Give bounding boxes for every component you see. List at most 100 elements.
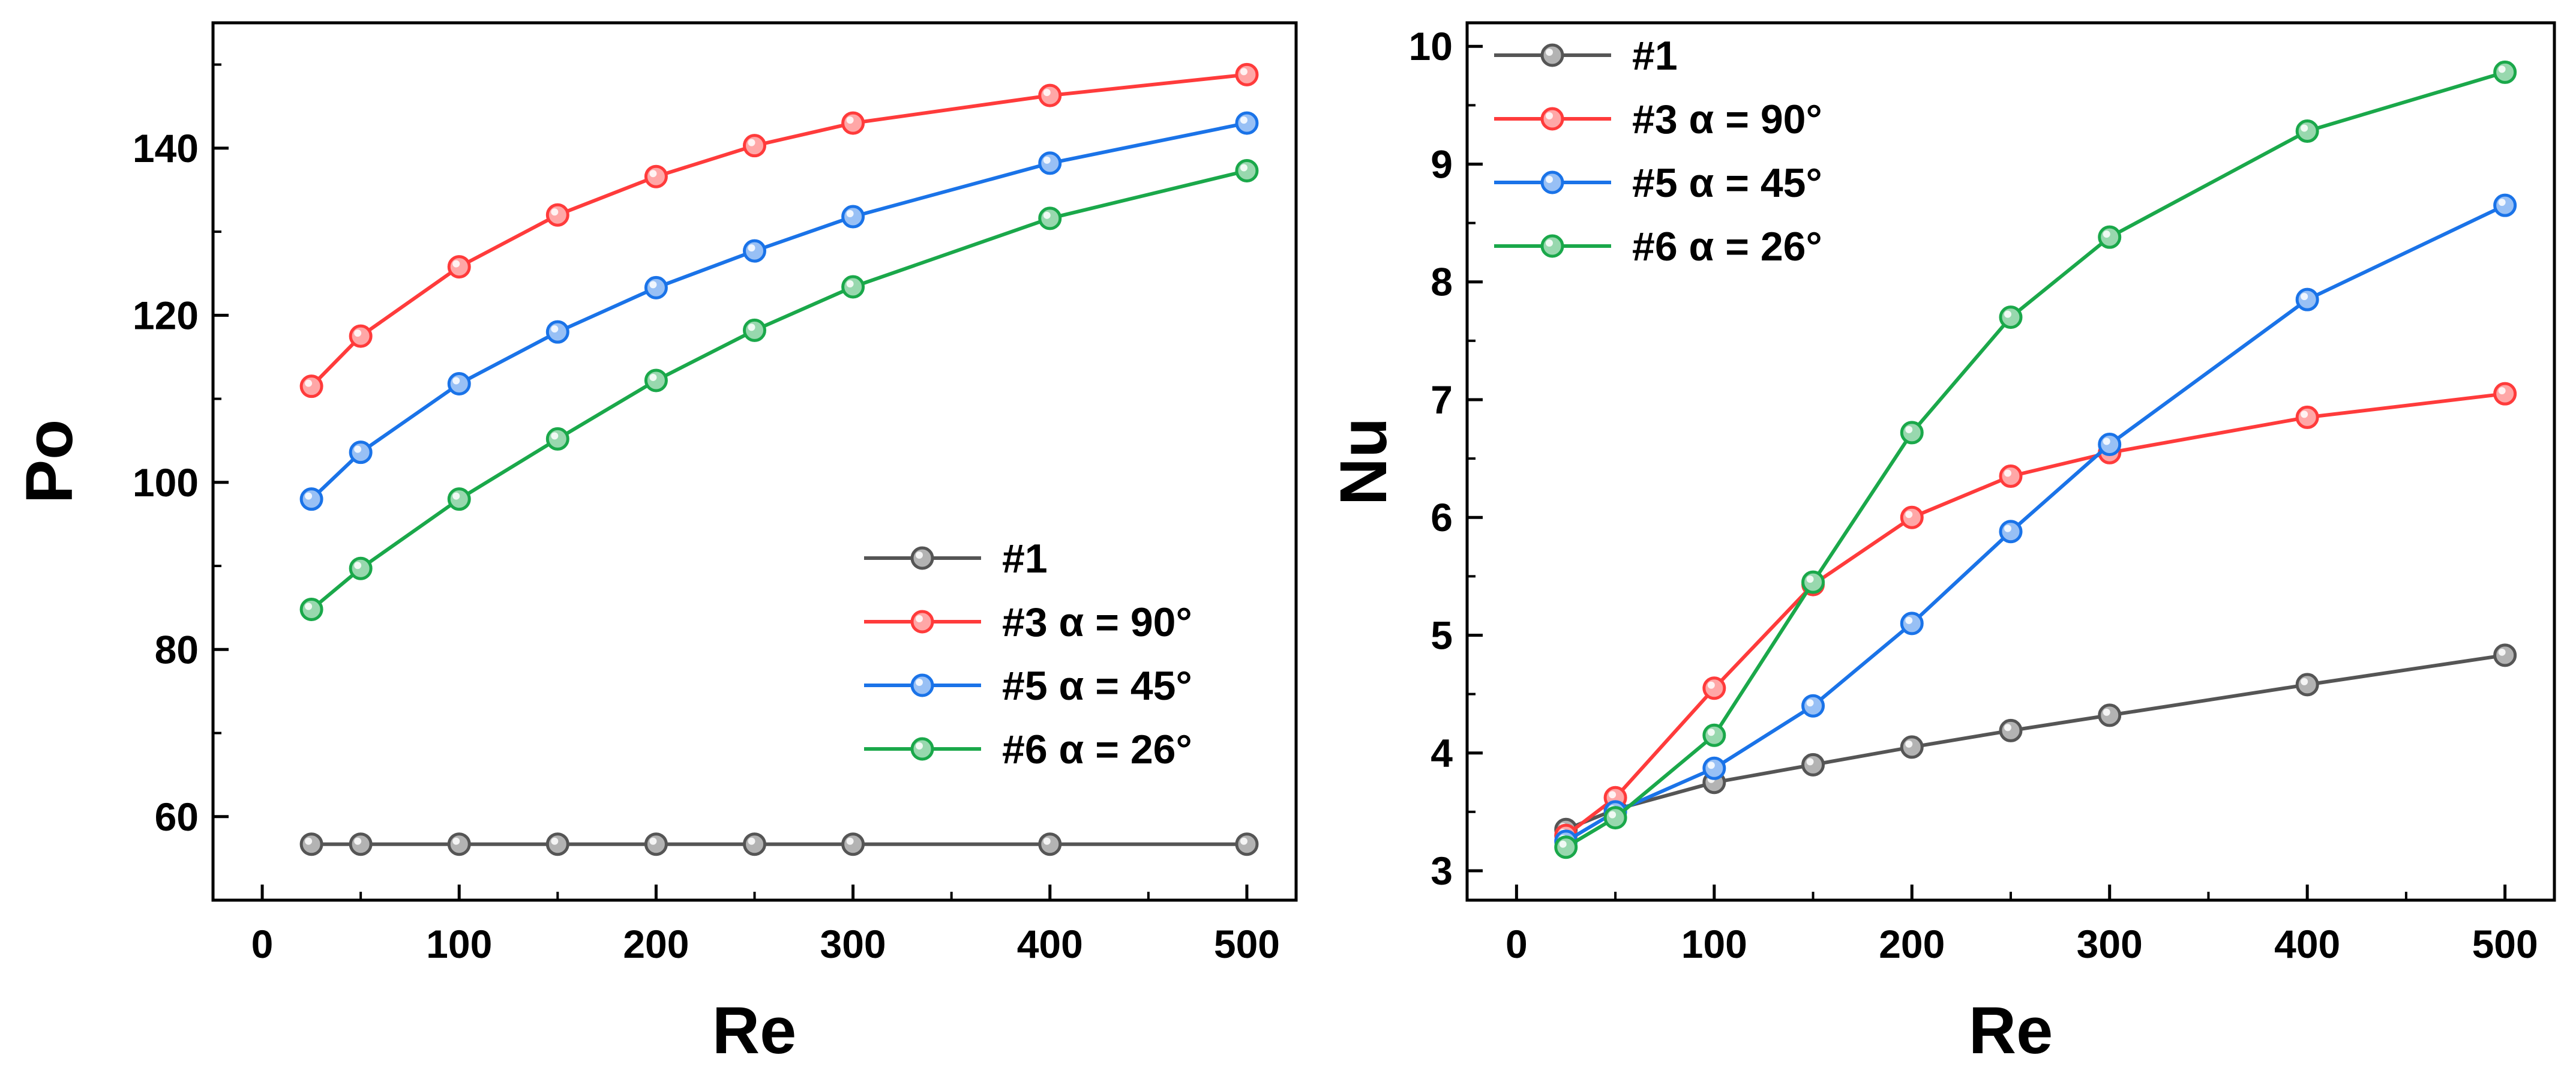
po-data-point xyxy=(1235,832,1259,856)
nu-data-point xyxy=(1900,421,1924,445)
nu-data-point xyxy=(2098,703,2122,727)
po-y-tick-label: 60 xyxy=(155,795,199,839)
nu-x-tick-label: 100 xyxy=(1681,922,1747,966)
nu-y-tick-label: 7 xyxy=(1431,377,1453,422)
nu-data-point xyxy=(1702,756,1726,780)
nu-data-point xyxy=(2098,433,2122,457)
nu-legend: #1 #3 α = 90° #5 α = 45° #6 α = 26° xyxy=(1494,33,1822,269)
po-legend-entry: #6 α = 26° xyxy=(864,727,1192,772)
po-data-point xyxy=(349,440,373,464)
nu-data-point xyxy=(1999,718,2023,742)
po-data-point xyxy=(1235,111,1259,135)
nu-legend-label: #3 α = 90° xyxy=(1632,97,1822,142)
nu-legend-marker xyxy=(1540,170,1564,194)
po-data-point xyxy=(299,597,323,621)
po-legend-entry: #3 α = 90° xyxy=(864,600,1192,645)
po-series-4 xyxy=(299,158,1259,621)
po-data-point xyxy=(644,832,668,856)
nu-data-point xyxy=(2493,382,2517,406)
po-data-point xyxy=(1038,206,1062,230)
nu-data-point xyxy=(1801,570,1825,594)
po-data-point xyxy=(1235,62,1259,86)
nu-x-tick-label: 0 xyxy=(1506,922,1528,966)
po-data-point xyxy=(644,164,668,188)
nu-data-point xyxy=(1603,806,1627,830)
nu-data-point xyxy=(1801,753,1825,777)
nu-legend-entry: #6 α = 26° xyxy=(1494,224,1822,269)
nu-series-1 xyxy=(1554,643,2517,841)
nu-data-point xyxy=(1702,723,1726,747)
po-data-point xyxy=(743,239,766,263)
po-data-point xyxy=(545,203,569,227)
nu-x-tick-label: 400 xyxy=(2274,922,2340,966)
po-legend-entry: #5 α = 45° xyxy=(864,663,1192,709)
po-legend-label: #1 xyxy=(1002,536,1048,582)
po-data-point xyxy=(841,275,865,299)
nu-legend-label: #5 α = 45° xyxy=(1632,160,1822,206)
po-data-point xyxy=(1235,158,1259,182)
nu-data-point xyxy=(2493,193,2517,217)
po-data-point xyxy=(1038,83,1062,107)
nu-y-tick-label: 9 xyxy=(1431,142,1453,186)
nu-data-point xyxy=(2493,643,2517,667)
po-legend-marker xyxy=(910,673,934,697)
nu-ticks: 0 100 200 300 400 500 3 4 5 6 7 8 9 10 xyxy=(1409,24,2538,966)
po-y-tick-label: 140 xyxy=(133,126,199,170)
po-legend-label: #3 α = 90° xyxy=(1002,600,1192,645)
po-ticks: 0 100 200 300 400 500 60 80 100 120 140 xyxy=(133,63,1280,966)
nu-data-point xyxy=(1999,464,2023,488)
nu-legend-marker xyxy=(1540,234,1564,258)
nu-y-tick-label: 10 xyxy=(1409,24,1453,68)
nu-y-tick-label: 4 xyxy=(1431,731,1453,775)
po-data-point xyxy=(1038,832,1062,856)
nu-data-point xyxy=(1999,520,2023,544)
nu-series-3 xyxy=(1554,193,2517,853)
po-data-point xyxy=(743,318,766,342)
po-data-point xyxy=(545,320,569,344)
po-data-point xyxy=(299,832,323,856)
po-x-tick-label: 200 xyxy=(623,922,689,966)
po-data-point xyxy=(447,487,471,511)
po-series-line xyxy=(310,73,1247,388)
nu-y-tick-label: 3 xyxy=(1431,849,1453,893)
nu-data-point xyxy=(2295,673,2319,697)
nu-y-tick-label: 6 xyxy=(1431,495,1453,540)
po-x-axis-title: Re xyxy=(712,994,797,1068)
po-x-tick-label: 100 xyxy=(426,922,492,966)
nu-data-point xyxy=(2295,287,2319,311)
nu-legend-marker xyxy=(1540,107,1564,131)
po-data-point xyxy=(841,205,865,229)
nu-legend-entry: #3 α = 90° xyxy=(1494,97,1822,142)
po-series-line xyxy=(310,121,1247,500)
po-y-tick-label: 100 xyxy=(133,460,199,505)
po-legend-marker xyxy=(910,546,934,570)
po-chart: 0 100 200 300 400 500 60 80 100 120 140 #1 #3 α = 9… xyxy=(13,21,1298,1068)
po-data-point xyxy=(1038,151,1062,175)
po-legend: #1 #3 α = 90° #5 α = 45° #6 α = 26° xyxy=(864,536,1192,772)
nu-data-point xyxy=(1554,835,1578,859)
po-series xyxy=(299,62,1259,856)
nu-data-point xyxy=(1999,305,2023,329)
po-data-point xyxy=(743,832,766,856)
po-data-point xyxy=(743,134,766,158)
po-y-axis-title: Po xyxy=(13,419,86,504)
nu-x-tick-label: 500 xyxy=(2472,922,2538,966)
nu-y-axis-title: Nu xyxy=(1327,418,1401,506)
nu-legend-label: #6 α = 26° xyxy=(1632,224,1822,269)
nu-data-point xyxy=(1702,676,1726,700)
po-legend-marker xyxy=(910,737,934,761)
po-x-tick-label: 300 xyxy=(820,922,886,966)
nu-data-point xyxy=(1900,505,1924,529)
po-legend-entry: #1 xyxy=(864,536,1048,582)
po-legend-label: #5 α = 45° xyxy=(1002,663,1192,709)
nu-data-point xyxy=(2098,225,2122,249)
nu-data-point xyxy=(2295,119,2319,143)
po-data-point xyxy=(447,832,471,856)
po-data-point xyxy=(841,832,865,856)
po-series-1 xyxy=(299,832,1259,856)
nu-plot-frame xyxy=(1465,21,2556,902)
po-x-tick-label: 500 xyxy=(1214,922,1280,966)
po-x-tick-label: 0 xyxy=(251,922,274,966)
nu-legend-label: #1 xyxy=(1632,33,1678,79)
